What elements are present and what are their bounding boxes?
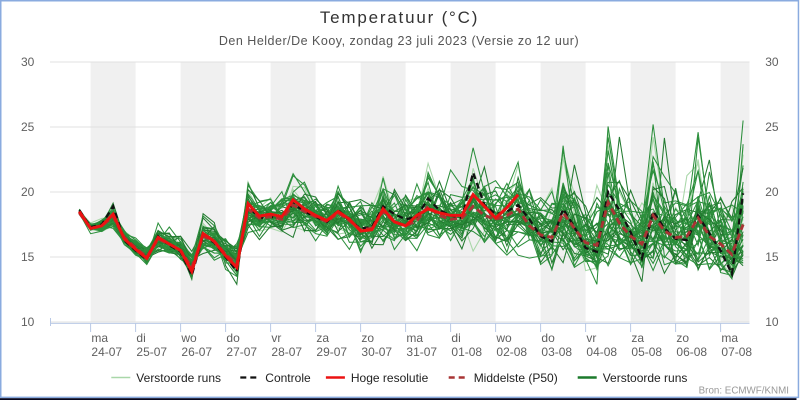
svg-text:za: za — [631, 331, 644, 345]
svg-text:Hoge resolutie: Hoge resolutie — [351, 371, 429, 385]
svg-text:di: di — [451, 331, 460, 345]
svg-text:25: 25 — [765, 120, 779, 134]
svg-text:28-07: 28-07 — [271, 345, 302, 359]
svg-text:29-07: 29-07 — [316, 345, 347, 359]
svg-text:05-08: 05-08 — [631, 345, 662, 359]
svg-text:06-08: 06-08 — [676, 345, 707, 359]
svg-text:04-08: 04-08 — [586, 345, 617, 359]
svg-text:wo: wo — [180, 331, 197, 345]
svg-text:30-07: 30-07 — [361, 345, 392, 359]
svg-text:20: 20 — [21, 185, 35, 199]
svg-text:20: 20 — [765, 185, 779, 199]
svg-text:26-07: 26-07 — [181, 345, 212, 359]
svg-text:vr: vr — [271, 331, 281, 345]
svg-text:zo: zo — [676, 331, 689, 345]
svg-text:07-08: 07-08 — [721, 345, 752, 359]
svg-text:ma: ma — [91, 331, 108, 345]
svg-text:Bron: ECMWF/KNMI: Bron: ECMWF/KNMI — [699, 385, 789, 396]
svg-text:01-08: 01-08 — [451, 345, 482, 359]
svg-text:03-08: 03-08 — [541, 345, 572, 359]
svg-text:10: 10 — [765, 315, 779, 329]
svg-text:do: do — [541, 331, 555, 345]
svg-text:wo: wo — [495, 331, 512, 345]
svg-text:25-07: 25-07 — [136, 345, 167, 359]
svg-text:Den Helder/De Kooy, zondag 23: Den Helder/De Kooy, zondag 23 juli 2023 … — [219, 34, 579, 48]
svg-text:02-08: 02-08 — [496, 345, 527, 359]
svg-text:ma: ma — [721, 331, 738, 345]
svg-text:zo: zo — [361, 331, 374, 345]
svg-text:15: 15 — [21, 250, 35, 264]
svg-text:Verstoorde runs: Verstoorde runs — [603, 371, 688, 385]
svg-text:ma: ma — [406, 331, 423, 345]
svg-text:30: 30 — [21, 55, 35, 69]
svg-text:Temperatuur (°C): Temperatuur (°C) — [320, 8, 479, 27]
svg-text:vr: vr — [586, 331, 596, 345]
svg-text:Middelste (P50): Middelste (P50) — [474, 371, 558, 385]
svg-text:30: 30 — [765, 55, 779, 69]
svg-text:27-07: 27-07 — [226, 345, 257, 359]
svg-text:31-07: 31-07 — [406, 345, 437, 359]
svg-text:Verstoorde runs: Verstoorde runs — [136, 371, 221, 385]
svg-text:25: 25 — [21, 120, 35, 134]
svg-text:za: za — [316, 331, 329, 345]
svg-text:do: do — [226, 331, 240, 345]
svg-text:di: di — [136, 331, 145, 345]
svg-text:Controle: Controle — [265, 371, 311, 385]
svg-text:10: 10 — [21, 315, 35, 329]
svg-text:24-07: 24-07 — [91, 345, 122, 359]
svg-text:15: 15 — [765, 250, 779, 264]
